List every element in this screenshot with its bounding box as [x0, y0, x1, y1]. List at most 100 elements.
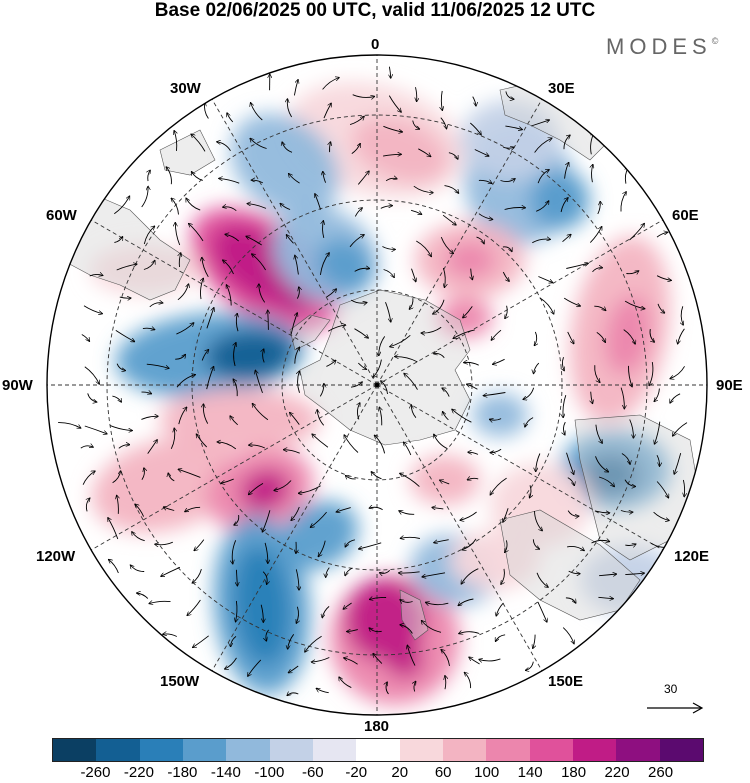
- meridian-line: [211, 384, 378, 672]
- wind-arrow: [464, 672, 472, 689]
- wind-arrow: [225, 657, 237, 669]
- label-lon-60e: 60E: [672, 207, 699, 224]
- label-lon-30e: 30E: [548, 80, 575, 97]
- map-disc: [47, 55, 707, 715]
- wind-arrow: [344, 435, 359, 453]
- anomaly-contour: [387, 642, 423, 678]
- wind-arrow: [290, 412, 300, 425]
- wind-arrow: [459, 632, 480, 634]
- label-lon-30w: 30W: [170, 80, 201, 97]
- wind-arrow: [683, 479, 684, 497]
- wind-arrow: [656, 454, 660, 466]
- wind-arrow: [260, 604, 263, 623]
- wind-arrow: [185, 506, 201, 511]
- colorbar-swatch: [312, 739, 357, 761]
- wind-arrow: [478, 213, 493, 220]
- wind-arrow: [400, 473, 420, 487]
- wind-arrow: [434, 434, 448, 450]
- anomaly-contour: [281, 500, 359, 570]
- wind-arrow: [621, 453, 630, 465]
- wind-arrow: [505, 125, 522, 130]
- wind-arrow: [382, 246, 395, 250]
- wind-arrow: [186, 198, 201, 211]
- wind-arrow: [194, 539, 205, 551]
- wind-arrow: [262, 510, 271, 532]
- wind-arrow: [351, 143, 361, 154]
- wind-arrow: [149, 303, 163, 308]
- wind-arrow: [623, 329, 636, 345]
- wind-arrow: [649, 362, 654, 386]
- wind-arrow: [504, 207, 526, 209]
- meridian-line: [376, 384, 664, 551]
- anomaly-contour: [460, 100, 560, 180]
- wind-arrow: [560, 198, 568, 213]
- wind-arrow: [470, 122, 481, 135]
- wind-arrow: [336, 507, 351, 512]
- wind-arrow: [174, 131, 177, 151]
- wind-arrow: [311, 657, 330, 663]
- wind-arrow: [562, 357, 564, 371]
- wind-arrow: [496, 602, 504, 616]
- wind-arrow: [319, 383, 324, 397]
- wind-arrow: [369, 597, 387, 599]
- wind-arrow: [323, 103, 331, 119]
- wind-arrow: [288, 665, 299, 673]
- wind-arrow: [598, 476, 614, 487]
- graticule: [47, 55, 707, 715]
- wind-arrow: [421, 620, 442, 633]
- wind-arrow: [379, 407, 381, 426]
- map-title: Base 02/06/2025 00 UTC, valid 11/06/2025…: [154, 0, 596, 21]
- wind-arrow: [142, 328, 155, 329]
- wind-arrow: [349, 235, 364, 248]
- wind-arrow: [478, 180, 492, 183]
- wind-arrow: [597, 201, 601, 215]
- wind-arrow: [176, 323, 194, 335]
- colorbar-tick-label: 180: [561, 764, 587, 781]
- wind-arrow: [143, 226, 154, 245]
- wind-arrow: [196, 434, 208, 448]
- wind-arrow: [373, 359, 382, 378]
- wind-arrow: [589, 226, 602, 243]
- anomaly-contour: [580, 453, 640, 497]
- wind-arrow: [255, 370, 263, 394]
- wind-arrow: [110, 425, 132, 431]
- wind-arrow: [161, 566, 181, 576]
- wind-arrow: [594, 305, 606, 310]
- wind-arrow: [562, 234, 572, 243]
- wind-arrow: [289, 174, 300, 184]
- wind-arrow: [323, 221, 324, 239]
- wind-arrow: [409, 298, 413, 309]
- label-lon-180: 180: [364, 718, 390, 735]
- wind-arrow: [226, 285, 232, 306]
- wind-arrow: [503, 147, 514, 148]
- wind-arrow: [599, 574, 617, 576]
- wind-arrow: [434, 539, 449, 543]
- wind-arrow: [250, 138, 267, 149]
- wind-arrow: [670, 393, 681, 403]
- anomaly-contour: [316, 238, 374, 292]
- anomaly-contour: [450, 530, 540, 590]
- wind-arrow: [495, 634, 506, 642]
- wind-arrow: [268, 310, 269, 330]
- wind-arrow: [177, 284, 189, 301]
- colorbar-tick-label: 20: [391, 764, 409, 781]
- wind-arrow: [567, 477, 575, 486]
- wind-arrow: [170, 428, 174, 449]
- wind-arrow: [400, 600, 413, 603]
- wind-arrow: [230, 416, 238, 426]
- label-lon-60w: 60W: [46, 207, 77, 224]
- wind-arrow: [354, 208, 362, 217]
- anomaly-contour: [240, 469, 290, 511]
- wind-arrow: [232, 540, 237, 564]
- wind-arrow: [657, 303, 665, 313]
- label-lon-0: 0: [371, 36, 380, 53]
- wind-arrow: [490, 448, 502, 452]
- wind-arrow: [592, 268, 603, 273]
- wind-arrow: [84, 366, 100, 385]
- wind-arrow: [674, 452, 682, 474]
- wind-arrow: [326, 289, 337, 298]
- wind-arrow: [179, 253, 181, 268]
- wind-arrow: [566, 263, 588, 269]
- anomaly-contour: [490, 463, 590, 547]
- wind-arrow: [236, 313, 238, 332]
